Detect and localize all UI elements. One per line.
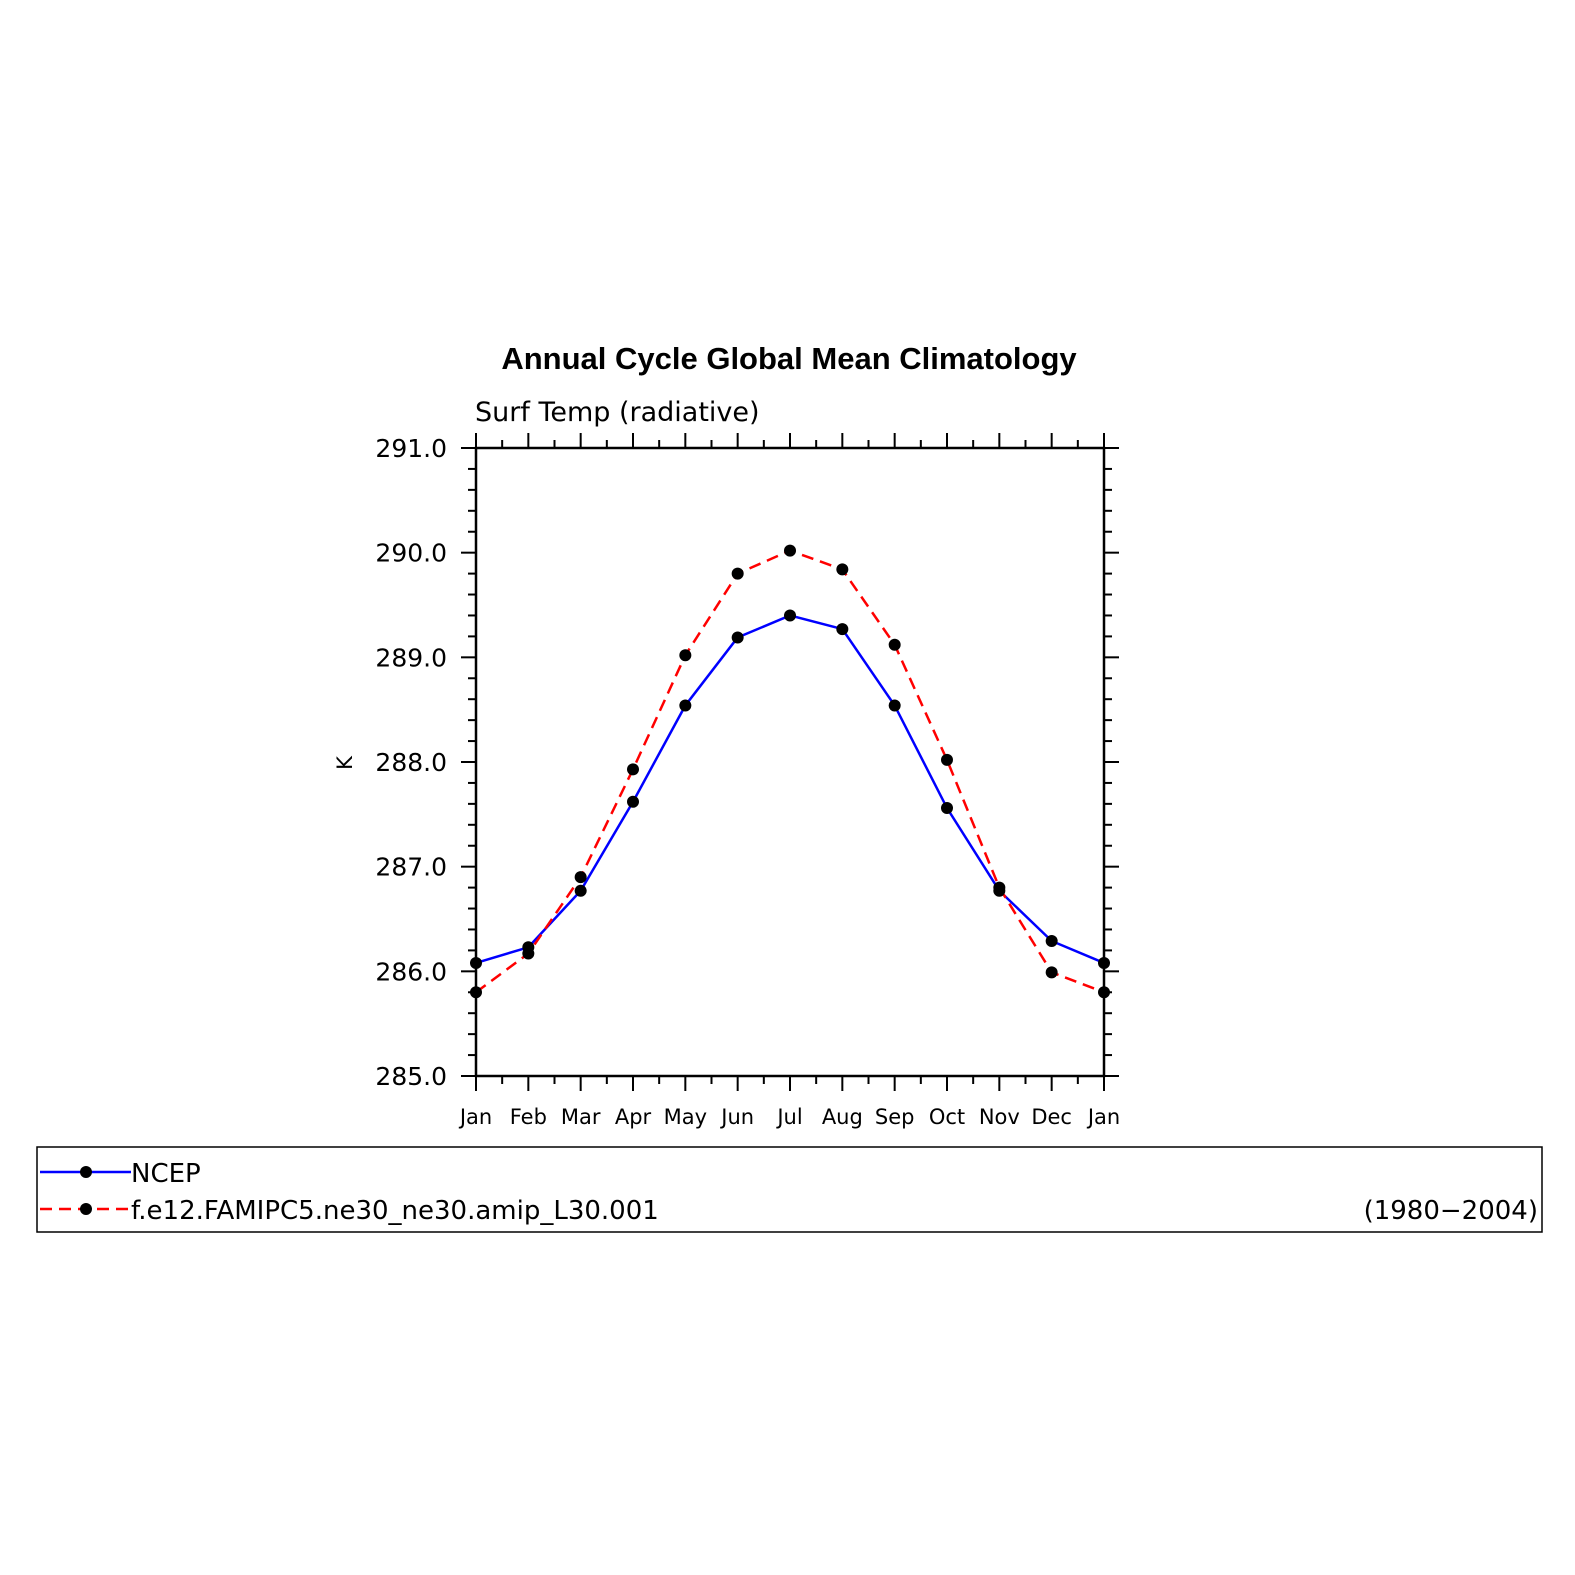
- y-axis-label: K: [333, 755, 357, 770]
- tick-labels-layer: 291.0 290.0 289.0 288.0 287.0 286.0 285.0 Jan Fe…: [375, 434, 1120, 1129]
- legend-label-model: f.e12.FAMIPC5.ne30_ne30.amip_L30.001: [131, 1196, 659, 1226]
- series-0-point: [470, 956, 482, 969]
- y-tick-label: 288.0: [375, 748, 447, 777]
- x-tick-label: Jan: [458, 1105, 492, 1129]
- legend-marker-model: [80, 1203, 92, 1215]
- series-0-point: [888, 699, 901, 712]
- series-layer: [470, 544, 1110, 999]
- legend-date-range: (1980−2004): [1364, 1196, 1538, 1226]
- series-1-point: [1098, 986, 1110, 999]
- series-0-point: [1045, 934, 1058, 947]
- series-0-point: [627, 795, 639, 808]
- x-tick-label: Oct: [929, 1105, 965, 1129]
- legend-box: [36, 1146, 1543, 1233]
- x-tick-label: Apr: [615, 1105, 652, 1129]
- series-1-point: [1045, 966, 1058, 979]
- chart-subtitle: Surf Temp (radiative): [475, 397, 760, 428]
- legend-label-ncep: NCEP: [131, 1159, 201, 1189]
- x-tick-label: Jun: [719, 1105, 754, 1129]
- ticks-layer: [461, 433, 1119, 1091]
- y-tick-label: 286.0: [375, 957, 447, 986]
- series-1-point: [574, 871, 587, 884]
- x-tick-label: Feb: [510, 1105, 547, 1129]
- y-tick-label: 289.0: [375, 643, 447, 672]
- series-1-point: [679, 649, 692, 662]
- series-1-point: [470, 986, 482, 999]
- x-tick-label: Nov: [979, 1105, 1020, 1129]
- x-tick-label: Sep: [875, 1105, 915, 1129]
- y-tick-label: 287.0: [375, 853, 447, 882]
- x-tick-label: Jul: [775, 1105, 802, 1129]
- x-tick-label: May: [664, 1105, 707, 1129]
- plot-frame: [474, 446, 1106, 1078]
- x-tick-label: Jan: [1086, 1105, 1120, 1129]
- series-0-point: [784, 609, 796, 622]
- x-tick-label: Mar: [561, 1105, 601, 1129]
- x-tick-label: Dec: [1031, 1105, 1072, 1129]
- legend-marker-ncep: [80, 1166, 92, 1178]
- x-tick-label: Aug: [822, 1105, 863, 1129]
- series-1-point: [627, 763, 639, 776]
- legend: NCEP f.e12.FAMIPC5.ne30_ne30.amip_L30.00…: [36, 1146, 1543, 1233]
- series-1-point: [888, 638, 901, 651]
- series-0-point: [941, 802, 953, 815]
- series-0-point: [1098, 956, 1110, 969]
- series-0-point: [731, 631, 744, 644]
- series-0-point: [679, 699, 692, 712]
- series-1-point: [993, 881, 1006, 894]
- y-tick-label: 285.0: [375, 1062, 447, 1091]
- series-1-point: [731, 567, 744, 580]
- series-0-point: [836, 623, 849, 636]
- chart-title: Annual Cycle Global Mean Climatology: [501, 341, 1077, 376]
- series-1-point: [836, 563, 849, 576]
- y-tick-label: 290.0: [375, 539, 447, 568]
- series-0-point: [574, 884, 587, 897]
- series-line-0: [475, 614, 1105, 965]
- series-1-point: [784, 544, 796, 557]
- series-1-point: [941, 753, 953, 766]
- series-1-point: [522, 947, 535, 960]
- y-tick-label: 291.0: [375, 434, 447, 463]
